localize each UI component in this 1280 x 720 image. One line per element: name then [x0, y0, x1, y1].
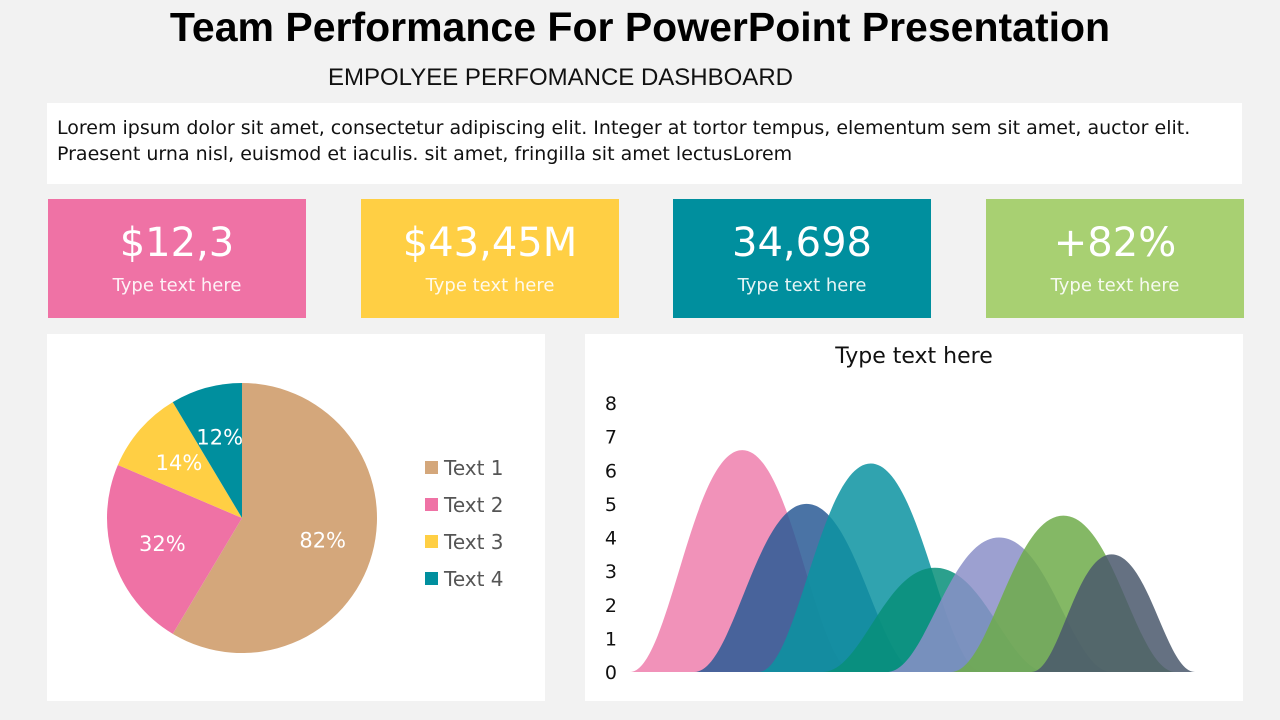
legend-item: Text 2 [425, 486, 504, 523]
pie-slice [172, 383, 242, 518]
legend-label: Text 3 [444, 529, 504, 554]
legend-item: Text 4 [425, 560, 504, 597]
pie-slice [107, 464, 242, 634]
pie-data-label: 12% [196, 425, 243, 449]
kpi-value: 34,698 [732, 220, 872, 266]
kpi-card-3: 34,698 Type text here [673, 199, 931, 318]
legend-swatch [425, 461, 438, 474]
kpi-value: $12,3 [119, 220, 235, 266]
y-tick-label: 3 [605, 561, 617, 583]
pie-data-label: 82% [299, 528, 346, 552]
pie-slice [172, 383, 377, 653]
kpi-label: Type text here [425, 275, 555, 296]
y-tick-label: 8 [605, 393, 617, 415]
y-tick-label: 6 [605, 460, 617, 482]
dashboard-subtitle: EMPOLYEE PERFOMANCE DASHBOARD [328, 64, 793, 91]
legend-label: Text 2 [444, 492, 504, 517]
y-tick-label: 7 [605, 427, 617, 449]
legend-swatch [425, 572, 438, 585]
pie-data-label: 32% [139, 532, 186, 556]
kpi-card-4: +82% Type text here [986, 199, 1244, 318]
pie-data-label: 14% [156, 451, 203, 475]
y-tick-label: 1 [605, 628, 617, 650]
legend-swatch [425, 498, 438, 511]
kpi-label: Type text here [1050, 275, 1180, 296]
kpi-card-1: $12,3 Type text here [48, 199, 306, 318]
pie-legend: Text 1 Text 2 Text 3 Text 4 [425, 449, 504, 597]
pie-chart-panel: 82% 32% 14% 12% Text 1 Text 2 Text 3 Text 4 [47, 334, 545, 701]
area-chart-panel: Type text here 0 1 2 3 4 5 6 7 8 [585, 334, 1243, 701]
kpi-card-2: $43,45M Type text here [361, 199, 619, 318]
y-tick-label: 5 [605, 494, 617, 516]
legend-label: Text 4 [444, 566, 504, 591]
legend-swatch [425, 535, 438, 548]
kpi-label: Type text here [737, 275, 867, 296]
pie-chart: 82% 32% 14%12% [107, 383, 377, 653]
page-title: Team Performance For PowerPoint Presenta… [169, 4, 1111, 50]
kpi-label: Type text here [112, 275, 242, 296]
area-chart: 0 1 2 3 4 5 6 7 8 [605, 393, 1195, 684]
legend-item: Text 3 [425, 523, 504, 560]
intro-text: Lorem ipsum dolor sit amet, consectetur … [47, 103, 1242, 184]
legend-item: Text 1 [425, 449, 504, 486]
legend-label: Text 1 [444, 455, 504, 480]
kpi-value: $43,45M [402, 220, 578, 266]
area-series-s7 [1031, 554, 1195, 672]
pie-slice [117, 402, 242, 518]
y-tick-label: 4 [605, 528, 617, 550]
chart-title: Type text here [835, 344, 993, 369]
y-tick-label: 2 [605, 595, 617, 617]
kpi-value: +82% [1053, 220, 1177, 266]
y-tick-label: 0 [605, 662, 617, 684]
